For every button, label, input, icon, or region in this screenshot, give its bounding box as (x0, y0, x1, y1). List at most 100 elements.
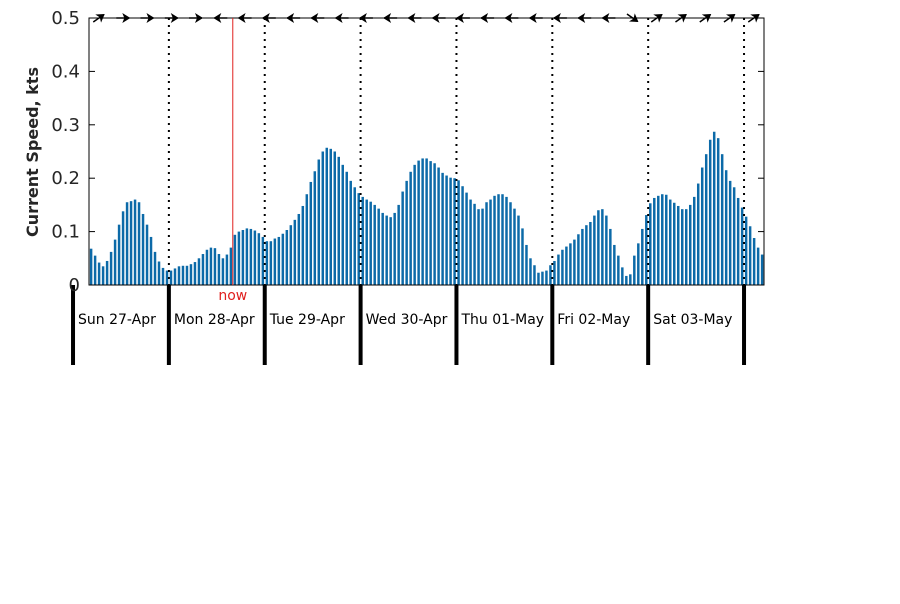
bar (401, 191, 404, 285)
bar (121, 211, 125, 285)
bar (181, 265, 185, 285)
day-label: Thu 01-May (461, 312, 545, 328)
bar (249, 228, 253, 285)
bar (293, 219, 297, 285)
bar (537, 272, 540, 285)
bar (557, 254, 560, 285)
bar (301, 205, 305, 285)
day-label: Wed 30-Apr (366, 312, 448, 328)
bar (225, 254, 229, 285)
bar (577, 234, 580, 285)
y-tick-label: 0.3 (51, 115, 80, 136)
bar (237, 231, 241, 285)
bar (465, 192, 468, 285)
bar (141, 213, 145, 285)
bar (101, 266, 105, 285)
y-tick-label: 0 (69, 275, 80, 296)
bar (157, 261, 161, 285)
bar (261, 236, 265, 285)
bar (601, 209, 604, 285)
bar (209, 247, 213, 285)
bar (345, 171, 348, 285)
bar (724, 170, 728, 285)
day-label: Mon 28-Apr (174, 312, 255, 328)
bar (529, 258, 532, 285)
bar (285, 230, 289, 285)
y-tick-label: 0.4 (51, 61, 80, 82)
bar (641, 228, 644, 285)
bar (517, 215, 520, 285)
bar (89, 248, 93, 285)
bar (665, 194, 668, 285)
bar (93, 255, 97, 285)
bar (457, 180, 460, 285)
bar (469, 199, 472, 285)
bar (581, 228, 584, 285)
bar (373, 204, 376, 285)
bar (573, 239, 576, 285)
bar (133, 199, 137, 285)
bar (417, 160, 420, 285)
bar (677, 205, 680, 285)
bar (177, 266, 181, 285)
bar (357, 193, 360, 285)
bar (449, 177, 452, 285)
bar (317, 159, 321, 285)
bar (389, 217, 392, 285)
bar (125, 202, 129, 285)
bar (481, 208, 484, 285)
bar (489, 199, 492, 285)
bar (305, 194, 309, 285)
y-tick-label: 0.2 (51, 168, 80, 189)
bar (545, 270, 548, 285)
bar (453, 178, 456, 285)
bar (381, 212, 384, 285)
bar (509, 202, 512, 285)
day-label: Tue 29-Apr (269, 312, 345, 328)
bar (113, 239, 117, 285)
bar (129, 201, 133, 285)
bar (589, 221, 592, 285)
bar (329, 148, 332, 285)
bar (685, 209, 688, 285)
bar (569, 243, 572, 285)
bar (433, 163, 436, 285)
bar (321, 151, 325, 285)
bar (549, 265, 552, 285)
bar (421, 158, 424, 285)
bar (253, 230, 257, 285)
bar (525, 244, 528, 285)
day-label: Fri 02-May (557, 312, 630, 328)
bar (704, 154, 708, 285)
bar (681, 209, 684, 285)
bar (277, 236, 281, 285)
bar (493, 195, 496, 285)
bar (233, 234, 237, 285)
bar (485, 202, 488, 285)
bar (309, 181, 313, 285)
bar (313, 171, 317, 285)
bar (193, 262, 197, 285)
bar (425, 158, 428, 285)
bar (645, 215, 648, 285)
bar (413, 164, 416, 285)
bar (137, 202, 141, 285)
bar (229, 247, 233, 285)
bar (621, 267, 624, 285)
bar (257, 233, 261, 285)
bar (185, 265, 189, 285)
bar (105, 260, 109, 285)
bar (281, 233, 285, 285)
bar (289, 225, 293, 285)
bar (541, 271, 544, 285)
bar (673, 202, 676, 285)
bar (597, 210, 600, 285)
bar (341, 164, 344, 285)
bar (625, 275, 628, 285)
bar (740, 207, 744, 285)
bar (325, 147, 329, 285)
bar (201, 254, 205, 285)
bar (533, 265, 536, 285)
bar (397, 204, 400, 285)
